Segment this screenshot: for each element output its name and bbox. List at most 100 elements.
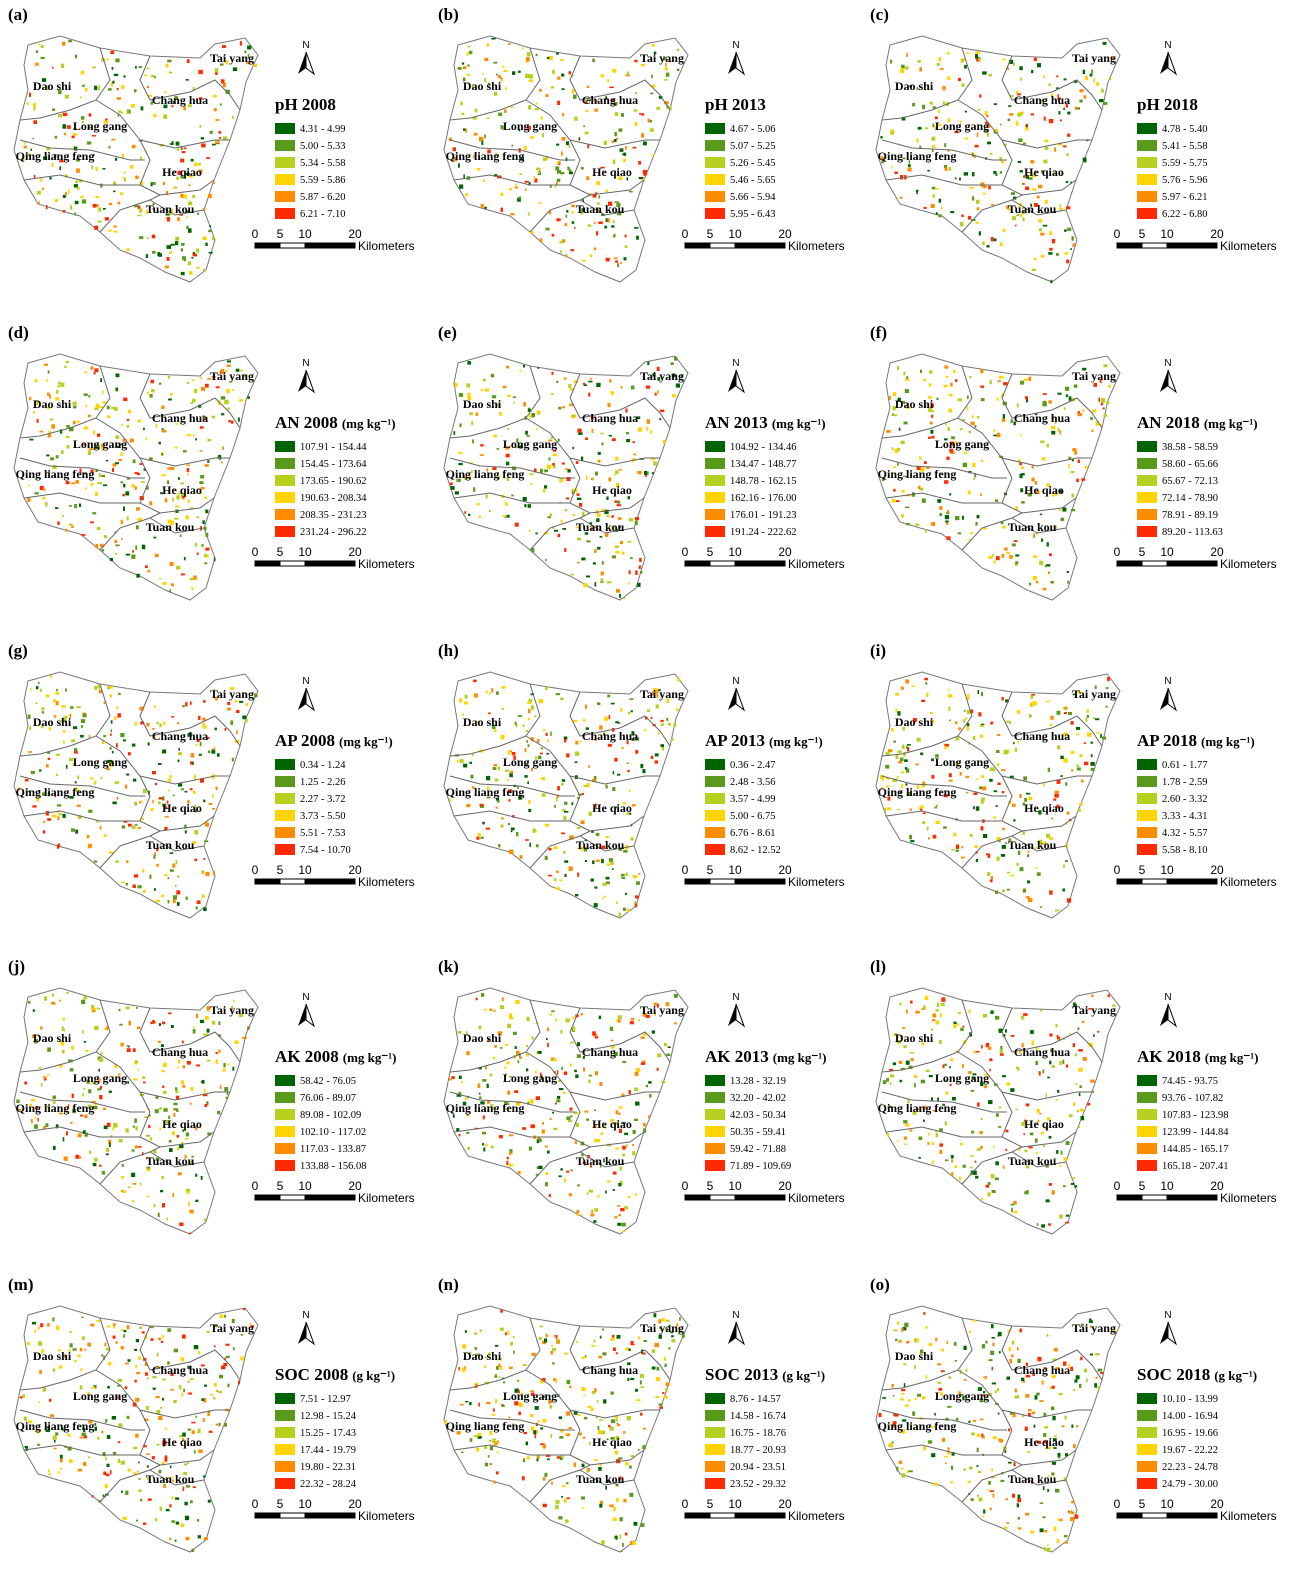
soil-patch: [42, 497, 45, 499]
soil-patch: [1007, 1377, 1011, 1380]
legend-label: 74.45 - 93.75: [1162, 1076, 1218, 1087]
soil-patch: [102, 1171, 106, 1175]
soil-patch: [65, 95, 69, 99]
soil-patch: [140, 1499, 142, 1502]
soil-patch: [122, 1164, 124, 1167]
soil-patch: [500, 1328, 504, 1331]
soil-patch: [992, 554, 994, 556]
soil-patch: [149, 875, 151, 879]
soil-patch: [92, 1495, 94, 1497]
soil-patch: [191, 753, 195, 757]
soil-patch: [955, 1360, 957, 1362]
soil-patch: [483, 1148, 485, 1152]
soil-patch: [110, 733, 112, 735]
place-name: Qing liang feng: [446, 467, 525, 481]
place-name: Tai yang: [1072, 369, 1116, 383]
soil-patch: [1012, 804, 1016, 807]
soil-patch: [545, 1182, 548, 1186]
soil-patch: [1082, 1021, 1084, 1023]
soil-patch: [158, 1041, 161, 1043]
soil-patch: [1006, 721, 1010, 723]
soil-patch: [605, 1191, 607, 1194]
soil-patch: [155, 783, 157, 785]
soil-patch: [620, 708, 623, 712]
soil-patch: [566, 210, 568, 213]
soil-patch: [1084, 95, 1087, 99]
soil-patch: [1018, 1517, 1020, 1520]
legend-label: 107.83 - 123.98: [1162, 1110, 1229, 1121]
soil-patch: [1009, 1359, 1012, 1363]
soil-patch: [969, 376, 971, 378]
soil-patch: [997, 433, 1000, 438]
soil-patch: [72, 1094, 74, 1098]
legend-swatch: [1137, 208, 1157, 219]
place-name: Tai yang: [640, 1003, 684, 1017]
soil-patch: [575, 762, 578, 764]
soil-patch: [949, 1377, 951, 1379]
soil-patch: [1054, 1348, 1058, 1352]
soil-patch: [232, 758, 234, 762]
soil-patch: [988, 1481, 991, 1485]
soil-patch: [105, 1419, 107, 1423]
soil-patch: [617, 1205, 620, 1207]
soil-patch: [988, 556, 992, 559]
soil-patch: [990, 880, 993, 883]
soil-patch: [616, 1352, 618, 1354]
soil-patch: [915, 524, 919, 526]
panel-label: (m): [8, 1275, 33, 1294]
soil-patch: [491, 1146, 494, 1149]
soil-patch: [960, 222, 964, 226]
soil-patch: [1063, 1185, 1066, 1187]
legend-unit: (mg kg⁻¹): [342, 416, 396, 431]
legend-swatch: [705, 1109, 725, 1120]
soil-patch: [484, 134, 486, 138]
scale-tick-label: 5: [1139, 863, 1146, 877]
soil-patch: [1012, 216, 1016, 220]
soil-patch: [509, 1134, 513, 1136]
soil-patch: [1002, 59, 1005, 61]
soil-patch: [654, 1313, 657, 1317]
soil-patch: [185, 515, 189, 519]
legend-swatch: [1137, 1092, 1157, 1103]
soil-patch: [494, 1375, 497, 1377]
soil-patch: [52, 1317, 54, 1321]
soil-patch: [121, 1176, 124, 1179]
soil-patch: [967, 407, 969, 411]
soil-patch: [628, 541, 632, 543]
soil-patch: [123, 739, 126, 741]
soil-patch: [461, 1452, 463, 1454]
soil-patch: [528, 212, 530, 216]
soil-patch: [566, 1018, 570, 1022]
soil-patch: [1076, 727, 1080, 730]
soil-patch: [564, 1499, 567, 1503]
soil-patch: [631, 1018, 635, 1020]
soil-patch: [555, 166, 559, 170]
soil-patch: [501, 1405, 504, 1407]
soil-patch: [182, 705, 184, 707]
soil-patch: [997, 1388, 999, 1391]
soil-patch: [1015, 225, 1017, 227]
soil-patch: [1040, 1528, 1044, 1532]
soil-patch: [248, 396, 250, 399]
soil-patch: [630, 1021, 634, 1024]
soil-patch: [41, 1083, 43, 1087]
soil-patch: [1025, 127, 1028, 130]
soil-patch: [621, 747, 624, 749]
soil-patch: [903, 1045, 906, 1048]
soil-patch: [942, 1438, 945, 1442]
soil-patch: [591, 1345, 595, 1347]
soil-patch: [53, 699, 56, 702]
soil-patch: [537, 739, 540, 743]
soil-patch: [963, 463, 967, 467]
soil-patch: [478, 1084, 481, 1088]
soil-patch: [529, 414, 531, 418]
soil-patch: [57, 845, 59, 849]
soil-patch: [1030, 1531, 1034, 1534]
soil-patch: [903, 372, 905, 376]
soil-patch: [46, 455, 49, 457]
soil-patch: [202, 895, 205, 899]
soil-patch: [634, 60, 637, 63]
soil-patch: [510, 771, 513, 774]
soil-patch: [1067, 581, 1069, 584]
soil-patch: [640, 1413, 643, 1416]
